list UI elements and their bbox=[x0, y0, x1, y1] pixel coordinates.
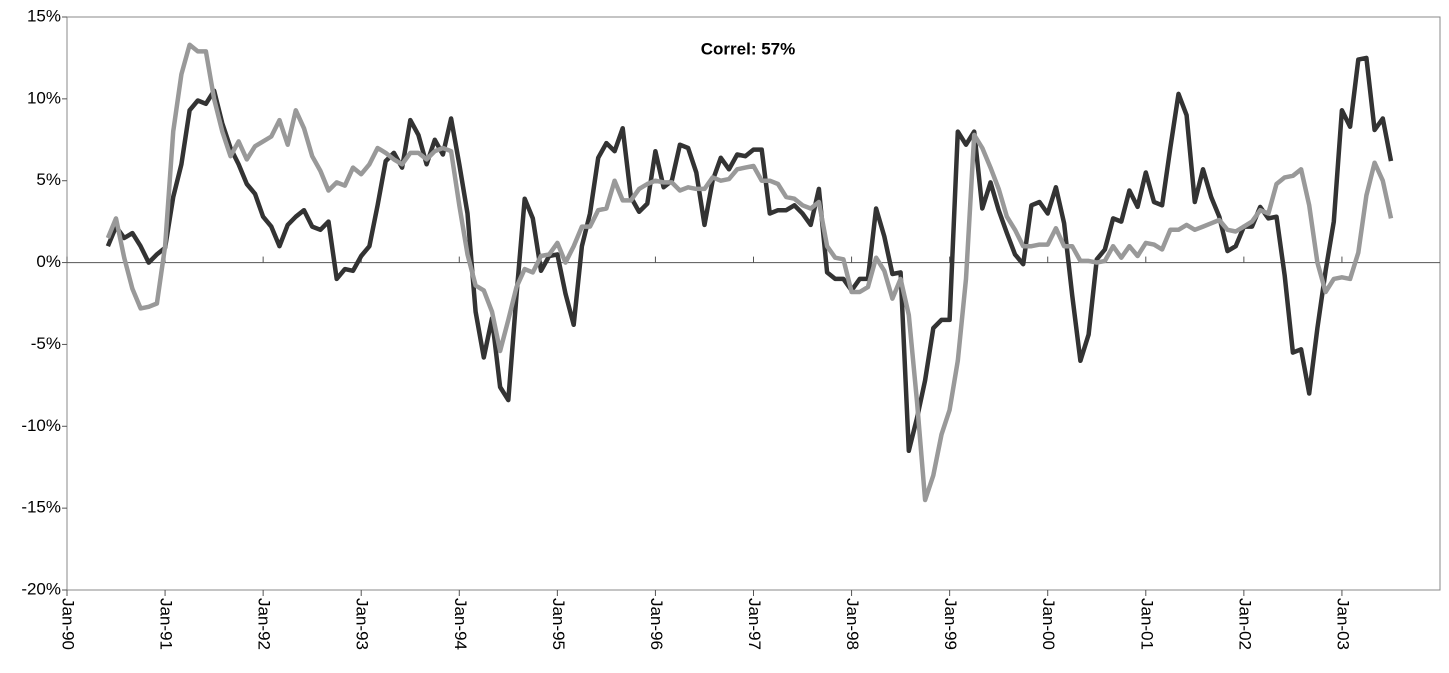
y-tick-label: -10% bbox=[21, 416, 61, 435]
x-tick-label: Jan-94 bbox=[451, 598, 470, 650]
series-line bbox=[105, 55, 1394, 454]
y-tick-label: -5% bbox=[31, 334, 61, 353]
y-tick-label: 5% bbox=[36, 170, 61, 189]
x-tick-label: Jan-97 bbox=[745, 598, 764, 650]
x-tick-label: Jan-92 bbox=[255, 598, 274, 650]
x-tick-label: Jan-98 bbox=[843, 598, 862, 650]
x-tick-label: Jan-02 bbox=[1235, 598, 1254, 650]
plot-frame bbox=[66, 16, 1441, 591]
series-line bbox=[105, 42, 1394, 503]
x-tick-label: Jan-91 bbox=[157, 598, 176, 650]
y-tick-label: 0% bbox=[36, 252, 61, 271]
y-tick-label: 15% bbox=[27, 6, 61, 25]
x-tick-label: Jan-03 bbox=[1333, 598, 1352, 650]
x-tick-label: Jan-01 bbox=[1137, 598, 1156, 650]
x-tick-label: Jan-00 bbox=[1039, 598, 1058, 650]
y-tick-label: -20% bbox=[21, 579, 61, 598]
annotation: Correl: 57% bbox=[701, 39, 795, 58]
x-tick-label: Jan-96 bbox=[647, 598, 666, 650]
x-tick-label: Jan-90 bbox=[59, 598, 78, 650]
y-tick-label: 10% bbox=[27, 88, 61, 107]
x-tick-label: Jan-95 bbox=[549, 598, 568, 650]
x-tick-label: Jan-93 bbox=[353, 598, 372, 650]
y-tick-label: -15% bbox=[21, 498, 61, 517]
x-tick-label: Jan-99 bbox=[941, 598, 960, 650]
